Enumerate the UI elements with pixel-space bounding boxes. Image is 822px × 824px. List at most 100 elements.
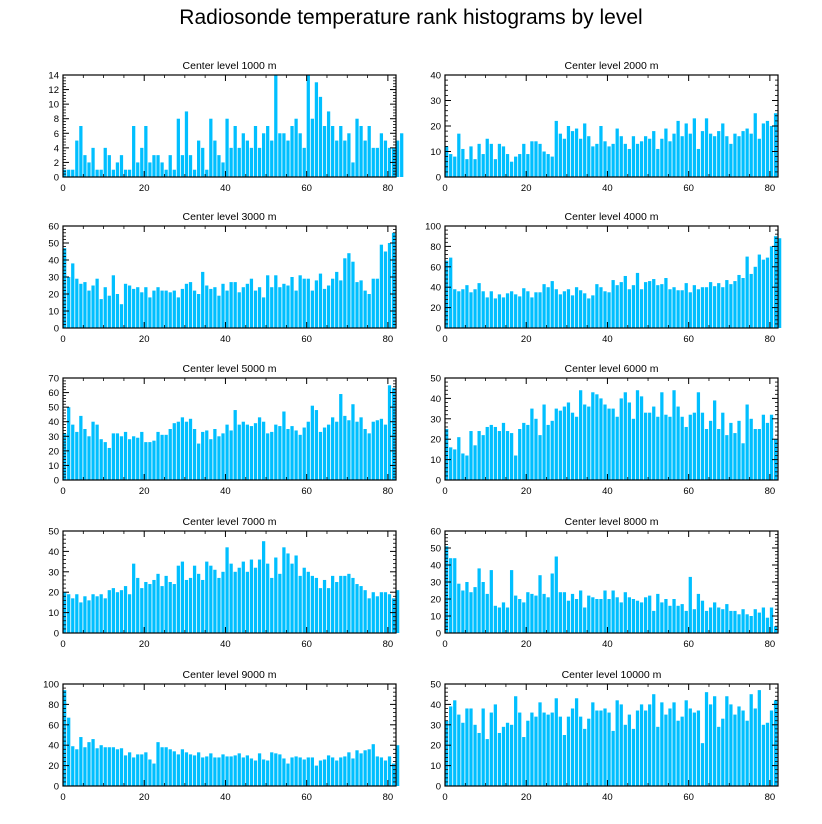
bar <box>643 597 648 633</box>
bar <box>156 287 160 328</box>
x-tick-label: 0 <box>60 639 65 650</box>
bar <box>676 720 680 786</box>
bar <box>761 607 766 633</box>
x-tick-label: 0 <box>442 183 447 194</box>
bar <box>132 436 136 480</box>
bar <box>176 297 180 328</box>
bar <box>769 414 774 480</box>
bar <box>172 423 176 480</box>
bar <box>156 742 160 786</box>
bar <box>717 429 721 480</box>
bar <box>290 277 294 328</box>
bar <box>595 599 599 633</box>
y-tick-label: 30 <box>48 567 59 578</box>
bar <box>387 594 392 633</box>
bar <box>725 604 729 633</box>
bar <box>168 292 172 328</box>
bar <box>306 75 310 177</box>
bar <box>497 732 502 786</box>
bar <box>229 563 233 633</box>
bar <box>201 147 205 177</box>
bar <box>184 752 189 786</box>
bar <box>331 278 335 328</box>
bar <box>729 143 733 177</box>
bar <box>558 133 562 177</box>
bar <box>156 155 160 177</box>
bar <box>696 289 701 328</box>
bar <box>229 282 233 328</box>
bar <box>257 287 262 328</box>
bar <box>603 708 607 786</box>
bar <box>749 133 753 177</box>
bar <box>302 759 306 786</box>
bar <box>257 417 262 480</box>
bar <box>205 756 209 786</box>
bar <box>518 599 522 633</box>
bar <box>343 258 347 328</box>
bar <box>286 285 290 328</box>
bar <box>209 753 213 786</box>
bar <box>249 147 254 177</box>
bar <box>103 598 107 633</box>
bar <box>676 120 680 177</box>
bar <box>205 285 209 328</box>
bar <box>469 708 473 786</box>
bar <box>383 140 388 177</box>
bar <box>599 599 603 633</box>
bar <box>164 290 168 328</box>
bar <box>71 598 75 633</box>
bar <box>745 404 749 480</box>
bar <box>477 431 481 480</box>
y-tick-label: 30 <box>48 273 59 284</box>
bar <box>591 702 595 786</box>
bar <box>351 162 355 177</box>
bar <box>489 291 493 328</box>
bar <box>132 126 136 177</box>
y-tick-label: 0 <box>436 173 441 184</box>
bar <box>201 271 205 328</box>
chart-main-title: Radiosonde temperature rank histograms b… <box>179 6 643 29</box>
y-tick-label: 0 <box>54 782 59 793</box>
bar <box>119 155 124 177</box>
bar <box>83 596 87 633</box>
bar <box>514 696 518 786</box>
bar <box>71 263 75 328</box>
bar <box>534 595 538 633</box>
x-tick-label: 20 <box>521 486 532 497</box>
bar <box>367 126 371 177</box>
bar <box>107 447 111 480</box>
bar <box>245 283 249 328</box>
bar <box>371 744 375 786</box>
bar <box>192 429 197 480</box>
bar <box>241 133 245 177</box>
bar <box>351 758 355 786</box>
bar <box>286 140 290 177</box>
bar <box>359 280 363 328</box>
bar <box>461 590 465 633</box>
bar <box>371 147 375 177</box>
bar <box>282 133 286 177</box>
y-tick-label: 8 <box>54 114 59 125</box>
bar <box>326 588 331 633</box>
bar <box>127 594 132 633</box>
bar <box>278 754 282 786</box>
y-tick-label: 10 <box>48 307 59 318</box>
bar <box>241 561 245 633</box>
bar <box>497 143 502 177</box>
bar <box>160 434 164 480</box>
bar <box>530 712 534 786</box>
bar <box>485 426 489 480</box>
bar <box>619 398 623 480</box>
y-tick-label: 100 <box>43 680 59 691</box>
bar <box>583 728 587 786</box>
bar <box>595 710 599 786</box>
bar <box>233 571 237 633</box>
bar <box>359 586 363 633</box>
bar <box>664 128 668 177</box>
bar <box>127 752 132 786</box>
bar <box>343 415 347 480</box>
bar <box>95 748 99 786</box>
bar <box>314 82 319 177</box>
bar <box>209 439 213 480</box>
chart-panel-9: Center level 9000 m 0 20 40 60 80 100 0 20 40 60 80 <box>43 669 400 803</box>
